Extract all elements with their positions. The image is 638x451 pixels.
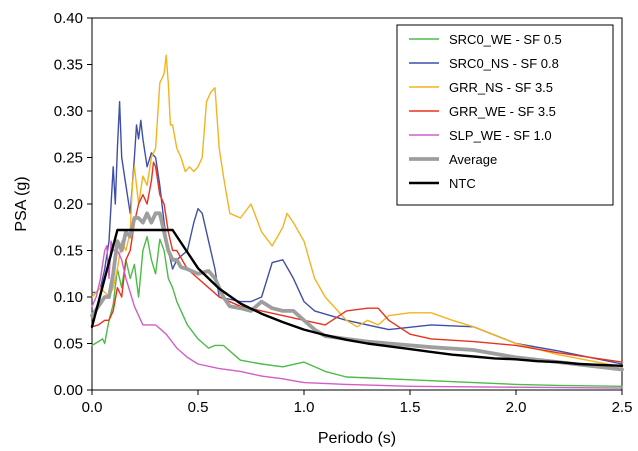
- x-tick-label: 0.5: [188, 399, 209, 416]
- y-tick-label: 0.10: [54, 289, 83, 306]
- y-axis-title: PSA (g): [13, 176, 30, 231]
- axis-layer: 0.0 0.5 1.0 1.5 2.0 2.5 0.00 0.05 0.10 0.15 0.20 0.…: [54, 10, 633, 416]
- y-tick-label: 0.05: [54, 336, 83, 353]
- legend-box: [396, 24, 614, 206]
- x-axis-title: Periodo (s): [318, 430, 396, 447]
- series-line-3: [91, 54, 623, 368]
- x-tick-label: 2.5: [612, 399, 633, 416]
- series-layer: [90, 54, 624, 389]
- legend: SRC0_WE - SF 0.5 SRC0_NS - SF 0.8 GRR_NS -…: [396, 24, 614, 206]
- series-line-1: [91, 235, 623, 387]
- x-tick-label: 1.0: [294, 399, 315, 416]
- legend-label: Average: [449, 152, 497, 167]
- y-tick-label: 0.00: [54, 382, 83, 399]
- series-line-5: [91, 240, 623, 389]
- y-tick-label: 0.35: [54, 57, 83, 74]
- legend-label: GRR_WE - SF 3.5: [449, 104, 556, 119]
- y-tick-label: 0.30: [54, 103, 83, 120]
- y-tick-label: 0.15: [54, 243, 83, 260]
- series-line-4: [91, 161, 623, 363]
- y-tick-label: 0.20: [54, 196, 83, 213]
- x-tick-label: 1.5: [400, 399, 421, 416]
- legend-label: SRC0_WE - SF 0.5: [449, 32, 562, 47]
- legend-label: SLP_WE - SF 1.0: [449, 128, 552, 143]
- y-tick-label: 0.40: [54, 10, 83, 27]
- legend-label: NTC: [449, 176, 476, 191]
- y-tick-label: 0.25: [54, 150, 83, 167]
- x-tick-label: 0.0: [82, 399, 103, 416]
- legend-label: SRC0_NS - SF 0.8: [449, 56, 559, 71]
- series-line-7: [90, 228, 624, 367]
- x-tick-label: 2.0: [506, 399, 527, 416]
- series-line-2: [91, 101, 623, 365]
- legend-label: GRR_NS - SF 3.5: [449, 80, 553, 95]
